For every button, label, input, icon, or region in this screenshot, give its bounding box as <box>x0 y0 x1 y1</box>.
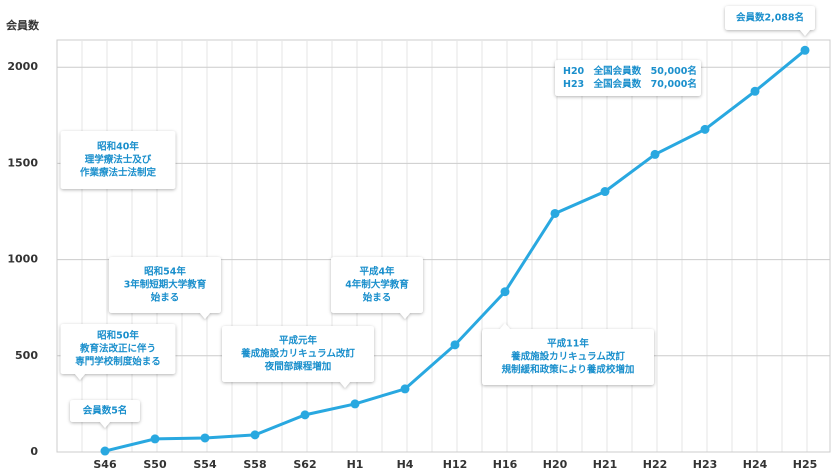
x-tick-label: H25 <box>793 458 818 470</box>
callout-box <box>331 257 423 319</box>
point <box>350 399 360 409</box>
callout-text: 理学療法士及び <box>85 154 152 166</box>
callout-text: 専門学校制度始まる <box>75 356 161 368</box>
y-tick-label: 0 <box>30 445 38 458</box>
x-tick-label: S50 <box>143 458 167 470</box>
y-axis-label: 会員数 <box>6 18 40 32</box>
callout-text: 夜間部課程増加 <box>264 361 332 373</box>
callout-text: 教育法改正に伴う <box>79 343 156 355</box>
y-tick-label: 1000 <box>7 253 38 266</box>
callout-box <box>60 131 176 189</box>
point <box>200 433 210 443</box>
point <box>600 187 610 197</box>
callout-text: 始まる <box>151 292 180 304</box>
callout-text: 養成施設カリキュラム改訂 <box>510 351 625 363</box>
x-tick-label: H24 <box>743 458 768 470</box>
y-tick-label: 2000 <box>7 60 38 73</box>
y-tick-label: 500 <box>15 349 38 362</box>
point <box>450 340 460 350</box>
x-tick-label: H16 <box>493 458 518 470</box>
point <box>750 86 760 96</box>
point <box>100 446 110 456</box>
callout-text: 平成元年 <box>279 335 318 347</box>
callout-box <box>60 324 176 380</box>
point <box>800 45 810 55</box>
callout-text: 会員数5名 <box>83 405 128 417</box>
callout-text: 3年制短期大学教育 <box>124 279 207 291</box>
x-tick-label: H12 <box>443 458 468 470</box>
x-tick-label: H1 <box>347 458 364 470</box>
point <box>550 208 560 218</box>
callout-text: 作業療法士法制定 <box>80 167 157 179</box>
callout: 会員数2,088名 <box>725 6 815 36</box>
point <box>400 384 410 394</box>
callout-box <box>555 60 701 96</box>
callout-text: 昭和50年 <box>97 330 139 342</box>
callout-text: 昭和40年 <box>97 141 139 153</box>
point <box>300 410 310 420</box>
callout-box <box>482 323 654 385</box>
callout-text: 会員数2,088名 <box>736 12 804 24</box>
y-tick-label: 1500 <box>7 156 38 169</box>
x-tick-label: H22 <box>643 458 668 470</box>
x-tick-label: S46 <box>93 458 117 470</box>
callout-text: 平成11年 <box>547 338 589 350</box>
callout-text: 4年制大学教育 <box>345 279 409 291</box>
callout-text: H23 全国会員数 70,000名 <box>563 78 697 90</box>
callout-text: H20 全国会員数 50,000名 <box>563 65 697 77</box>
callout-text: 平成4年 <box>359 266 395 278</box>
point <box>500 287 510 297</box>
x-tick-label: H23 <box>693 458 718 470</box>
callout-text: 規制緩和政策により養成校増加 <box>502 364 635 376</box>
x-tick-label: S62 <box>293 458 316 470</box>
x-tick-label: H4 <box>397 458 414 470</box>
point <box>150 434 160 444</box>
point <box>650 149 660 159</box>
point <box>250 430 260 440</box>
x-tick-label: H20 <box>543 458 568 470</box>
callout-box <box>70 400 140 428</box>
x-tick-label: H21 <box>593 458 618 470</box>
x-tick-label: S58 <box>243 458 266 470</box>
x-tick-label: S54 <box>193 458 217 470</box>
callout: 会員数5名 <box>70 400 140 428</box>
callout-box <box>109 257 221 319</box>
callout-box <box>222 326 374 388</box>
callout-text: 始まる <box>363 292 392 304</box>
callout-text: 昭和54年 <box>144 266 186 278</box>
callout-box <box>725 6 815 36</box>
callout-text: 養成施設カリキュラム改訂 <box>240 348 355 360</box>
plot-area <box>56 39 831 453</box>
point <box>700 124 710 134</box>
